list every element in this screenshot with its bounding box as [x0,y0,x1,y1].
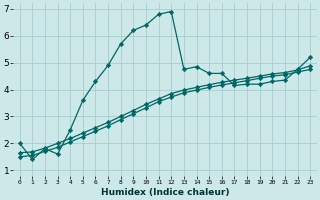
X-axis label: Humidex (Indice chaleur): Humidex (Indice chaleur) [101,188,229,197]
